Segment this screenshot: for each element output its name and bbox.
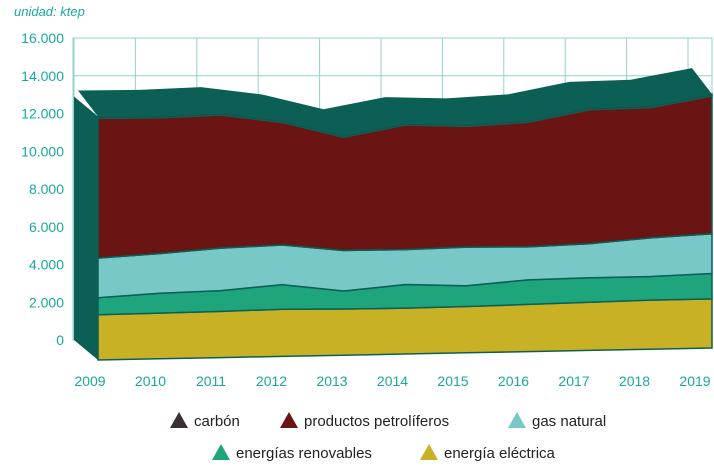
x-tick-label: 2016 — [498, 373, 529, 389]
legend-label: carbón — [194, 413, 240, 430]
series-areas — [97, 93, 713, 361]
x-tick-label: 2017 — [558, 373, 589, 389]
legend-label: gas natural — [532, 413, 606, 430]
x-tick-label: 2018 — [619, 373, 650, 389]
x-tick-label: 2010 — [135, 373, 166, 389]
x-tick-label: 2014 — [377, 373, 408, 389]
unit-label: unidad: ktep — [14, 4, 85, 19]
legend-label: energías renovables — [236, 445, 372, 462]
legend-label: productos petrolíferos — [304, 413, 449, 430]
depth-band — [74, 68, 712, 360]
x-tick-label: 2015 — [437, 373, 468, 389]
legend-item: energías renovables — [212, 444, 372, 462]
y-tick-label: 10.000 — [21, 143, 64, 159]
legend: carbón productos petrolíferos gas natural e… — [170, 412, 606, 462]
legend-swatch — [508, 412, 526, 428]
legend-item: productos petrolíferos — [280, 412, 449, 430]
legend-item: gas natural — [508, 412, 606, 430]
y-tick-label: 8.000 — [29, 181, 64, 197]
legend-swatch — [212, 444, 230, 460]
x-tick-label: 2009 — [74, 373, 105, 389]
y-tick-label: 4.000 — [29, 257, 64, 273]
legend-swatch — [420, 444, 438, 460]
y-tick-label: 2.000 — [29, 294, 64, 310]
depth-top-band — [78, 68, 712, 136]
x-tick-label: 2012 — [256, 373, 287, 389]
axes: 0 2.000 4.000 6.000 8.000 10.000 12.000 14.000 1… — [21, 30, 711, 389]
legend-label: energía eléctrica — [444, 445, 556, 462]
legend-swatch — [280, 412, 298, 428]
y-tick-label: 16.000 — [21, 30, 64, 46]
y-tick-label: 14.000 — [21, 68, 64, 84]
x-tick-label: 2019 — [679, 373, 710, 389]
series-area-carbón — [97, 93, 713, 138]
legend-swatch — [170, 412, 188, 428]
y-tick-label: 0 — [56, 332, 64, 348]
legend-item: energía eléctrica — [420, 444, 556, 462]
y-tick-label: 12.000 — [21, 106, 64, 122]
legend-item: carbón — [170, 412, 240, 430]
depth-left-side — [74, 96, 98, 360]
x-tick-label: 2011 — [196, 373, 226, 389]
x-tick-label: 2013 — [316, 373, 347, 389]
y-tick-label: 6.000 — [29, 219, 64, 235]
